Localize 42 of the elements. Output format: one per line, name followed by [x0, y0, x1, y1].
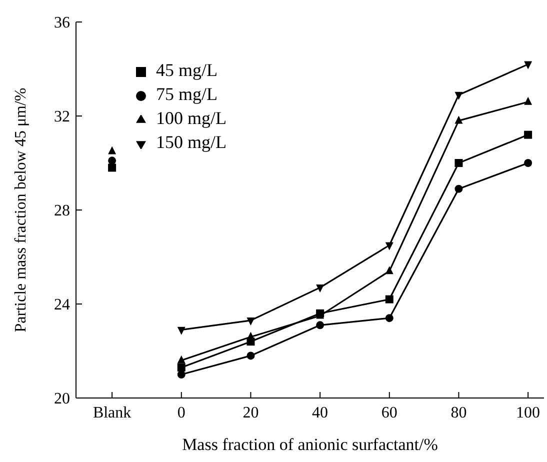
- y-tick-label: 32: [54, 108, 70, 126]
- point: [316, 321, 324, 330]
- point: [108, 146, 116, 154]
- x-tick-label: 20: [242, 404, 259, 422]
- point: [454, 92, 463, 100]
- y-tick-label: 36: [54, 14, 70, 32]
- point: [385, 295, 394, 304]
- point: [316, 284, 324, 293]
- point: [454, 184, 463, 193]
- point: [524, 96, 532, 105]
- point: [524, 159, 532, 167]
- point: [524, 61, 532, 70]
- x-tick-label: 100: [516, 404, 540, 422]
- y-axis-title: Particle mass fraction below 45 μm/%: [12, 88, 30, 332]
- point: [177, 363, 186, 372]
- point: [385, 266, 394, 274]
- point: [246, 332, 255, 340]
- point: [385, 242, 394, 250]
- y-tick-label: 24: [54, 296, 70, 314]
- x-axis-title: Mass fraction of anionic surfactant/%: [182, 435, 438, 454]
- point: [108, 156, 116, 165]
- point: [177, 326, 186, 335]
- legend-label: 45 mg/L: [156, 60, 218, 80]
- point: [177, 355, 186, 364]
- point: [524, 130, 532, 139]
- legend-label: 75 mg/L: [156, 84, 218, 104]
- point: [246, 317, 255, 326]
- point: [454, 159, 463, 167]
- x-tick-label: 60: [381, 404, 398, 422]
- point: [177, 370, 186, 378]
- legend-label: 150 mg/L: [156, 132, 226, 152]
- point: [454, 116, 463, 124]
- x-tick-label: 40: [312, 404, 328, 422]
- x-tick-label: 0: [177, 404, 186, 422]
- y-tick-label: 20: [54, 390, 70, 408]
- legend-label: 100 mg/L: [156, 108, 226, 128]
- point: [246, 352, 255, 360]
- point: [108, 164, 116, 172]
- x-tick-label: Blank: [92, 404, 132, 422]
- y-tick-label: 28: [54, 202, 70, 220]
- x-tick-label: 80: [450, 404, 467, 422]
- point: [385, 314, 394, 322]
